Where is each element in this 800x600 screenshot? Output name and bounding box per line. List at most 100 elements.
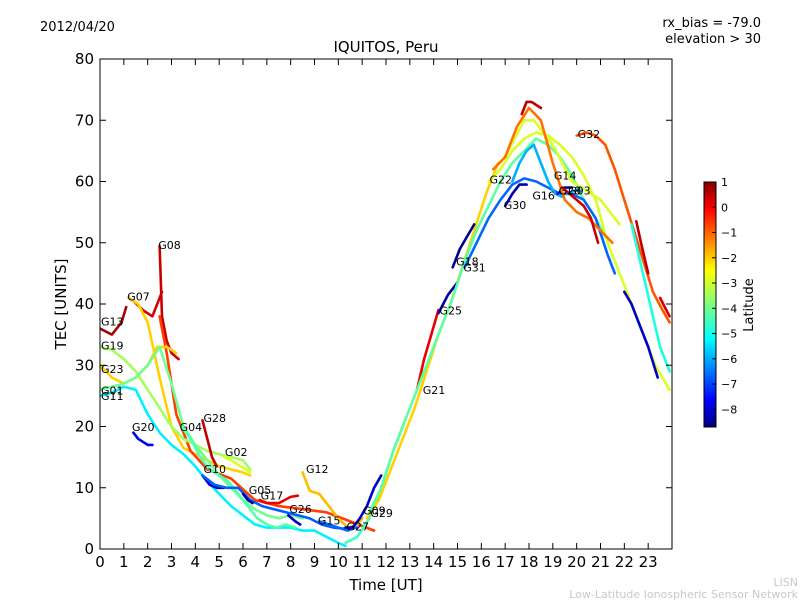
- series-line-g08: [158, 244, 180, 361]
- series-label-g28: G28: [203, 412, 226, 425]
- series-line-g22: [658, 296, 671, 318]
- series-line-g05: [241, 492, 254, 505]
- x-tick-label: 20: [567, 553, 586, 571]
- y-tick-label: 70: [75, 111, 94, 129]
- x-axis-label: Time [UT]: [348, 576, 422, 594]
- x-tick-label: 19: [543, 553, 562, 571]
- series-label-g03: G03: [568, 184, 591, 197]
- series-label-g27: G27: [346, 521, 369, 534]
- series-line-g14: [561, 186, 600, 245]
- series-line-g28: [201, 419, 219, 468]
- series-line-g27: [344, 474, 383, 529]
- series-line-g14: [503, 119, 621, 226]
- series-line-g20: [132, 431, 154, 447]
- x-tick-label: 8: [286, 553, 296, 571]
- series-line-g01: [100, 345, 304, 520]
- series-line-g28: [556, 186, 574, 196]
- y-tick-label: 10: [75, 479, 94, 497]
- series-line-g30: [630, 223, 671, 373]
- series-label-g31: G31: [463, 262, 486, 275]
- series-label-g10: G10: [203, 463, 226, 476]
- colorbar-tick-label: −7: [721, 378, 737, 391]
- colorbar-tick-label: −1: [721, 227, 737, 240]
- x-tick-label: 13: [400, 553, 419, 571]
- series-line-g18: [451, 223, 476, 269]
- series-label-g13: G13: [101, 315, 124, 328]
- x-tick-label: 7: [262, 553, 272, 571]
- series-line-g11: [100, 385, 347, 548]
- y-tick-label: 60: [75, 173, 94, 191]
- x-tick-label: 1: [119, 553, 129, 571]
- series-line-g22: [634, 220, 650, 275]
- colorbar-label: Latitude: [742, 278, 757, 332]
- x-tick-label: 5: [214, 553, 224, 571]
- series-layer: [100, 100, 671, 548]
- colorbar-tick-label: −5: [721, 328, 737, 341]
- chart-title: IQUITOS, Peru: [333, 38, 438, 56]
- series-line-g29: [365, 161, 500, 520]
- y-tick-label: 20: [75, 418, 94, 436]
- series-label-g09: G09: [363, 505, 386, 518]
- x-tick-label: 0: [95, 553, 105, 571]
- series-line-g21: [367, 137, 607, 514]
- series-line-g02: [222, 455, 252, 474]
- y-tick-label: 30: [75, 356, 94, 374]
- colorbar-tick-label: −8: [721, 403, 737, 416]
- series-label-g32: G32: [578, 128, 601, 141]
- series-line-g04: [179, 425, 297, 529]
- y-tick-label: 80: [75, 50, 94, 68]
- rx-bias-label: rx_bias = -79.0: [662, 16, 761, 31]
- colorbar-tick-label: −3: [721, 277, 737, 290]
- series-label-g14: G14: [554, 170, 577, 183]
- series-label-g12: G12: [306, 463, 329, 476]
- x-tick-label: 18: [519, 553, 538, 571]
- x-tick-label: 15: [448, 553, 467, 571]
- y-tick-label: 0: [84, 540, 94, 558]
- series-label-g02: G02: [225, 446, 248, 459]
- x-tick-label: 17: [496, 553, 515, 571]
- colorbar-tick-label: −6: [721, 353, 737, 366]
- series-line-g15: [317, 520, 354, 532]
- x-tick-label: 14: [424, 553, 443, 571]
- colorbar-tick-label: 0: [721, 201, 728, 214]
- x-tick-label: 3: [167, 553, 177, 571]
- colorbar-tick-label: −2: [721, 252, 737, 265]
- series-label-g22: G22: [489, 173, 512, 186]
- colorbar-tick-label: 1: [721, 176, 728, 189]
- colorbar: [703, 181, 717, 428]
- x-axis: 0 1 2 3 4 5 6 7 8 9 10 11 12 13 14 15 16 17 18 19 20 21 22 23: [95, 59, 658, 571]
- series-line-g25: [437, 281, 459, 315]
- series-line-g13: [100, 305, 128, 336]
- series-label-g29: G29: [370, 507, 393, 520]
- series-line-g10: [201, 474, 226, 490]
- series-line-g17: [258, 494, 300, 505]
- series-line-g21: [415, 308, 440, 392]
- colorbar-ticks: 1 0 −1 −2 −3 −4 −5 −6 −7 −8: [712, 176, 737, 416]
- x-tick-label: 16: [472, 553, 491, 571]
- series-line-g32: [575, 131, 671, 324]
- series-label-g01: G01: [101, 385, 124, 398]
- series-label-g04: G04: [180, 421, 203, 434]
- series-label-g08: G08: [158, 239, 181, 252]
- y-axis: 0 10 20 30 40 50 60 70 80: [75, 50, 672, 558]
- series-line-g30: [503, 183, 528, 208]
- series-label-g18: G18: [456, 255, 479, 268]
- series-line-g26: [286, 513, 302, 526]
- watermark-title: LISN: [773, 576, 798, 589]
- series-line-g10: [201, 474, 359, 531]
- series-label-g25: G25: [439, 304, 462, 317]
- x-tick-label: 11: [353, 553, 372, 571]
- x-tick-label: 4: [191, 553, 201, 571]
- series-label-g28: G28: [559, 184, 582, 197]
- series-label-g17: G17: [261, 489, 284, 502]
- x-tick-label: 10: [329, 553, 348, 571]
- date-label: 2012/04/20: [40, 20, 115, 35]
- series-line-g32: [520, 100, 543, 116]
- series-label-g05: G05: [249, 484, 272, 497]
- series-label-g26: G26: [289, 503, 312, 516]
- series-line-g31: [463, 177, 617, 275]
- series-label-g30: G30: [504, 199, 527, 212]
- x-tick-label: 6: [238, 553, 248, 571]
